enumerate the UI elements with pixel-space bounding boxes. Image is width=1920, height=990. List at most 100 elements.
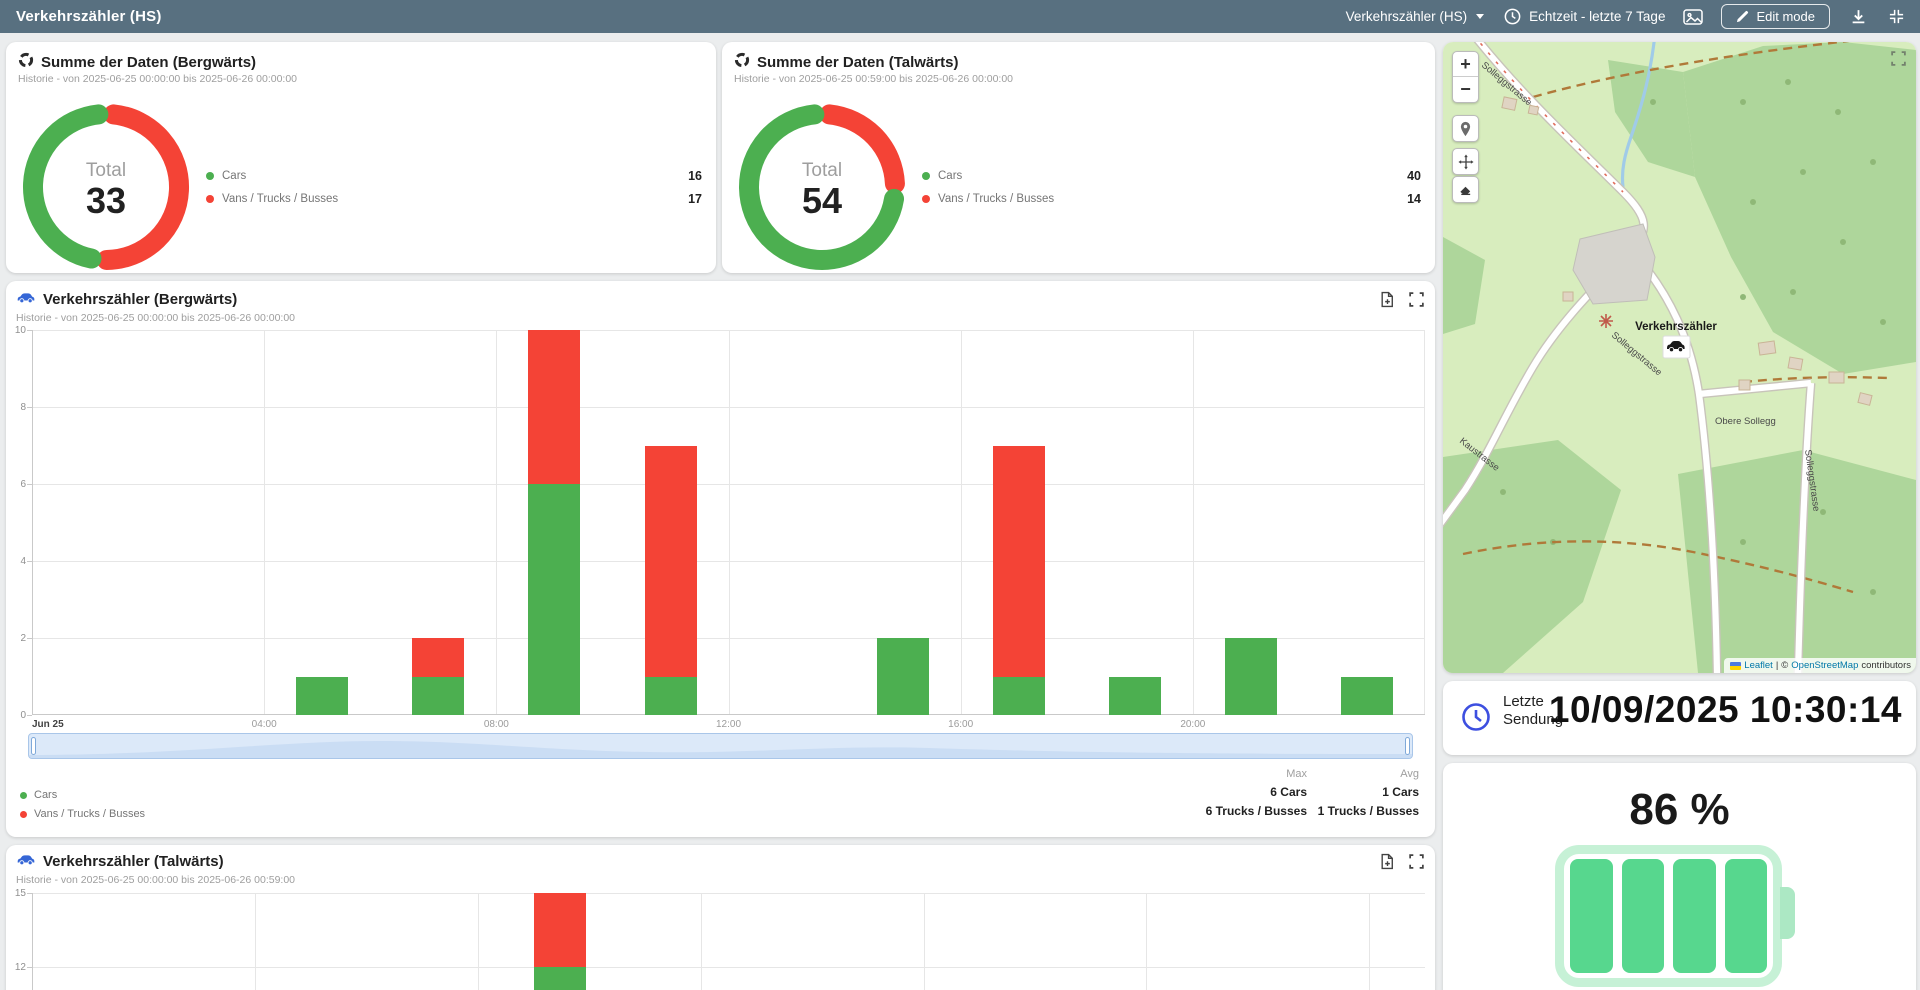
bar-chart-plot[interactable] — [32, 330, 1425, 715]
battery-widget: 86 % — [1443, 763, 1916, 990]
bar-segment[interactable] — [876, 638, 929, 715]
battery-segment — [1621, 859, 1664, 973]
donut-total-label: Total — [85, 160, 127, 181]
chevron-down-icon — [1476, 14, 1485, 19]
widget-title: Summe der Daten (Bergwärts) — [41, 53, 257, 71]
map-attribution: Leaflet | © OpenStreetMap contributors — [1724, 658, 1916, 673]
map-locate-button[interactable] — [1452, 115, 1479, 142]
fullscreen-icon[interactable] — [1408, 291, 1425, 308]
bar-segment[interactable] — [533, 967, 586, 990]
bar-segment[interactable] — [1108, 676, 1161, 715]
bar-segment[interactable] — [644, 676, 697, 715]
battery-segment — [1570, 859, 1613, 973]
header-bar: Verkehrszähler (HS) Verkehrszähler (HS) … — [0, 0, 1920, 33]
bar-chart-plot[interactable] — [32, 893, 1425, 990]
bar-segment[interactable] — [1341, 676, 1393, 715]
map-tracks — [1462, 42, 1889, 594]
legend-value-vans: 14 — [1407, 192, 1421, 206]
car-marker-icon[interactable] — [1662, 335, 1691, 359]
data-zoom-slider[interactable] — [28, 733, 1413, 759]
donut-chart[interactable] — [722, 97, 922, 277]
export-file-icon[interactable] — [1379, 853, 1396, 870]
bar-segment[interactable] — [412, 676, 465, 715]
map-eraser-button[interactable] — [1452, 176, 1479, 203]
screenshot-button[interactable] — [1683, 7, 1704, 27]
legend-value-vans: 17 — [688, 192, 702, 206]
edit-mode-button[interactable]: Edit mode — [1721, 4, 1830, 29]
timewindow-button[interactable]: Echtzeit - letzte 7 Tage — [1502, 7, 1665, 27]
bar-segment[interactable] — [528, 484, 581, 715]
widget-title: Summe der Daten (Talwärts) — [757, 53, 959, 71]
clock-icon — [1460, 701, 1492, 738]
legend-item[interactable]: Cars — [206, 170, 246, 182]
osm-link[interactable]: OpenStreetMap — [1791, 660, 1859, 671]
legend-value-cars: 16 — [688, 169, 702, 183]
legend-value-cars: 40 — [1407, 169, 1421, 183]
legend-item[interactable]: Cars — [20, 789, 57, 801]
bar-segment[interactable] — [992, 676, 1045, 715]
zoom-out-button[interactable]: − — [1460, 79, 1471, 99]
bar-segment[interactable] — [412, 638, 465, 677]
widget-chart-talwaerts: Verkehrszähler (Talwärts) Historie - von… — [6, 845, 1435, 990]
map-canvas[interactable]: Solleggstrasse Solleggstrasse Obere Soll… — [1443, 42, 1916, 673]
battery-percent: 86 % — [1629, 785, 1730, 834]
map-buildings — [1501, 96, 1873, 406]
widget-title: Verkehrszähler (Talwärts) — [43, 853, 224, 870]
bar-segment[interactable] — [528, 330, 581, 484]
map-forest-areas — [1443, 42, 1916, 673]
last-transmission-widget: Letzte Sendung 10/09/2025 10:30:14 — [1443, 681, 1916, 755]
legend-item[interactable]: Vans / Trucks / Busses — [20, 808, 145, 820]
leaflet-link[interactable]: Leaflet — [1744, 660, 1773, 671]
donut-chart-icon — [734, 52, 750, 72]
export-file-icon[interactable] — [1379, 291, 1396, 308]
legend-dot-cars — [20, 791, 27, 799]
bar-segment[interactable] — [644, 445, 697, 677]
bar-segment[interactable] — [1224, 638, 1277, 715]
donut-chart[interactable] — [6, 97, 206, 277]
bar-segment[interactable] — [296, 676, 349, 715]
svg-text:Obere Sollegg: Obere Sollegg — [1715, 416, 1776, 427]
stat-max-trucks: 6 Trucks / Busses — [1205, 804, 1307, 818]
map-zoom-control: + − — [1452, 51, 1479, 103]
widget-subtitle: Historie - von 2025-06-25 00:00:00 bis 2… — [16, 312, 296, 324]
map-fullscreen-icon[interactable] — [1890, 50, 1908, 68]
donut-total-label: Total — [801, 160, 843, 181]
stat-header-avg: Avg — [1400, 768, 1419, 780]
map-marker-label: Verkehrszähler — [1635, 321, 1717, 333]
widget-sum-talwaerts: Summe der Daten (Talwärts) Historie - vo… — [722, 42, 1435, 273]
map-junction-icon — [1599, 314, 1613, 328]
fullscreen-icon[interactable] — [1408, 853, 1425, 870]
battery-segment — [1673, 859, 1716, 973]
stat-avg-trucks: 1 Trucks / Busses — [1317, 804, 1419, 818]
legend-item[interactable]: Cars — [922, 170, 962, 182]
stat-header-max: Max — [1286, 768, 1307, 780]
donut-chart-icon — [18, 52, 34, 72]
collapse-button[interactable] — [1886, 7, 1906, 27]
widget-sum-bergwaerts: Summe der Daten (Bergwärts) Historie - v… — [6, 42, 716, 273]
map-pan-button[interactable] — [1452, 148, 1479, 175]
legend-item[interactable]: Vans / Trucks / Busses — [922, 193, 1054, 205]
legend-item[interactable]: Vans / Trucks / Busses — [206, 193, 338, 205]
dashboard-select[interactable]: Verkehrszähler (HS) — [1346, 9, 1485, 24]
donut-total-value: 33 — [85, 180, 127, 221]
widget-subtitle: Historie - von 2025-06-25 00:59:00 bis 2… — [734, 73, 1014, 85]
zoom-preview-wave — [29, 741, 1412, 758]
widget-subtitle: Historie - von 2025-06-25 00:00:00 bis 2… — [16, 874, 296, 886]
series-stats-table: Max Avg 6 Cars 1 Cars 6 Trucks / Busses … — [1206, 768, 1419, 818]
download-button[interactable] — [1848, 7, 1868, 27]
zoom-handle-left[interactable] — [31, 737, 36, 755]
x-axis-labels: Jun 25 04:00 08:00 12:00 16:00 20:00 — [32, 719, 1206, 730]
map-gray-area — [1572, 223, 1656, 305]
pencil-icon — [1736, 10, 1749, 23]
zoom-in-button[interactable]: + — [1453, 52, 1478, 78]
screenshot-icon — [1683, 7, 1704, 27]
zoom-handle-right[interactable] — [1405, 737, 1410, 755]
widget-title: Verkehrszähler (Bergwärts) — [43, 291, 238, 308]
page-title: Verkehrszähler (HS) — [16, 8, 162, 25]
bar-segment[interactable] — [992, 445, 1045, 677]
legend-dot-vans — [20, 810, 27, 818]
stat-avg-cars: 1 Cars — [1382, 785, 1419, 799]
widget-chart-bergwaerts: Verkehrszähler (Bergwärts) Historie - vo… — [6, 281, 1435, 837]
map-widget[interactable]: Solleggstrasse Solleggstrasse Obere Soll… — [1443, 42, 1916, 673]
bar-segment[interactable] — [533, 893, 586, 967]
